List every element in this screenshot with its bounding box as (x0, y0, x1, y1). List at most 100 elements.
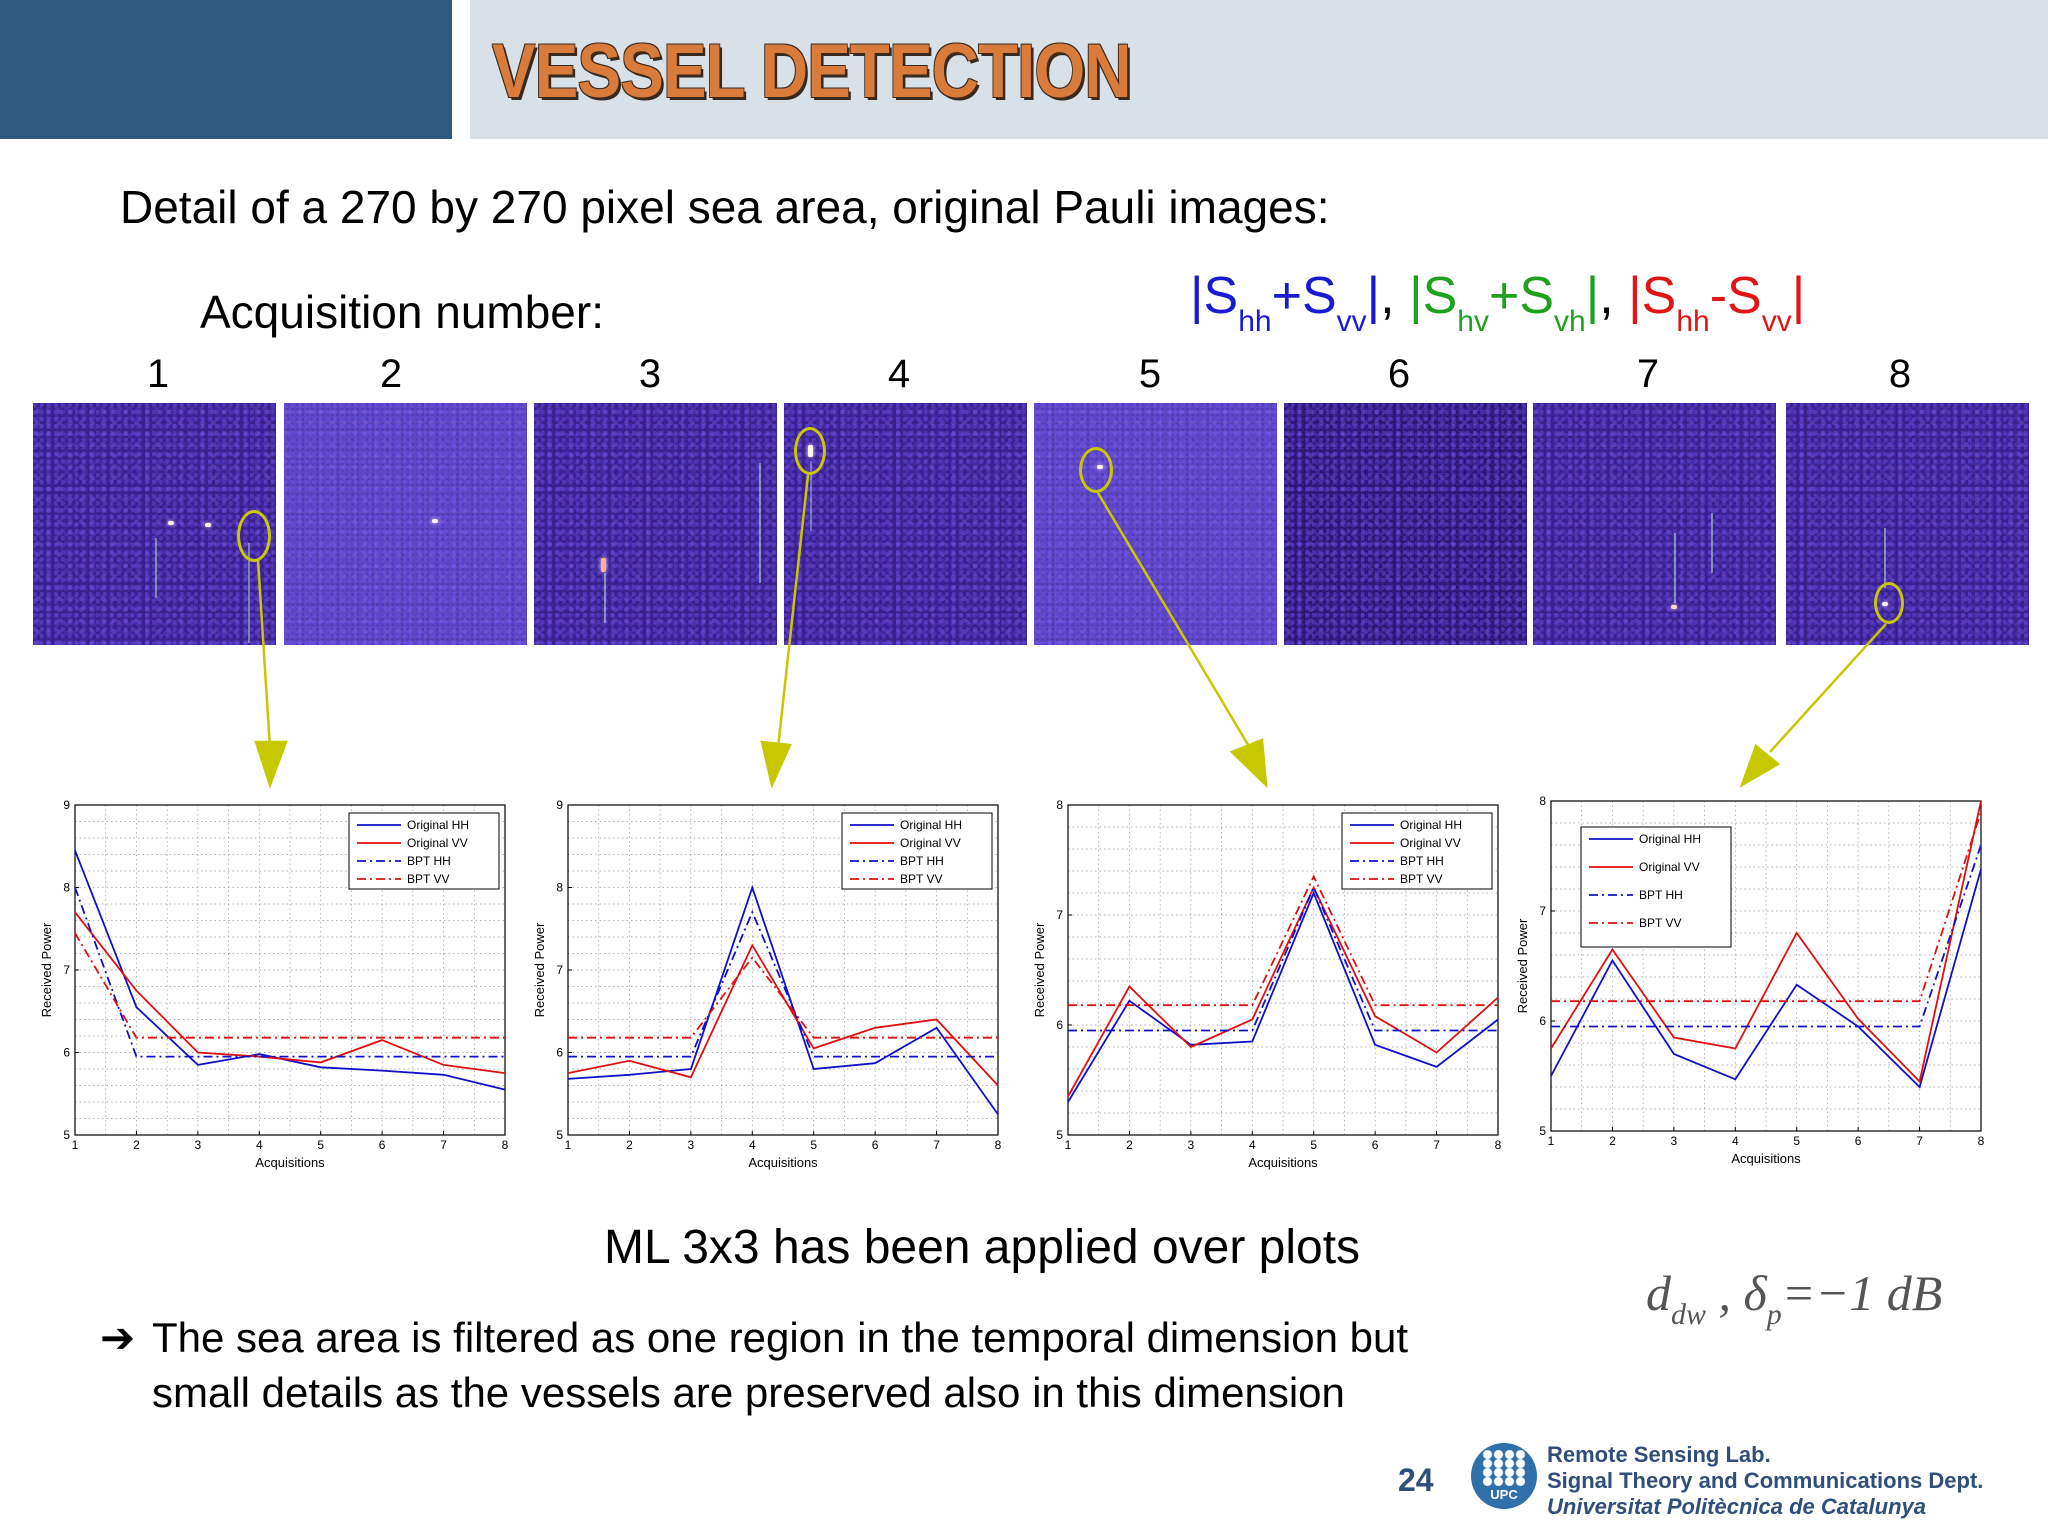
y-axis-label: Received Power (1515, 918, 1530, 1013)
upc-logo-icon: UPC (1471, 1443, 1537, 1509)
received-power-chart-2: 1 2 3 4 5 6 7 8 5 6 7 8 9 Acquisitions Received Power O… (532, 798, 1002, 1170)
x-tick-label: 6 (872, 1138, 879, 1152)
x-tick-label: 4 (749, 1138, 756, 1152)
series-line-bpt-vv (1068, 874, 1498, 1007)
y-tick-label: 6 (63, 1046, 70, 1060)
legend-entry: Original VV (1400, 836, 1461, 850)
y-tick-label: 7 (556, 963, 563, 977)
x-tick-label: 8 (1495, 1138, 1502, 1152)
legend-entry: BPT HH (1400, 854, 1444, 868)
y-axis-label: Received Power (1032, 922, 1047, 1017)
acquisition-number-4: 4 (887, 352, 911, 396)
vessel-marker-5 (1079, 447, 1113, 493)
x-tick-label: 2 (1126, 1138, 1133, 1152)
formula: ddw , δp=−1 dB (1646, 1265, 1943, 1331)
acquisition-number-2: 2 (379, 352, 403, 396)
x-tick-label: 3 (1671, 1134, 1678, 1148)
y-tick-label: 7 (63, 963, 70, 977)
acquisition-number-6: 6 (1387, 352, 1411, 396)
x-tick-label: 7 (1433, 1138, 1440, 1152)
y-tick-label: 7 (1056, 908, 1063, 922)
x-tick-label: 4 (256, 1138, 263, 1152)
plot-frame (1067, 804, 1499, 1136)
y-tick-label: 8 (1539, 794, 1546, 808)
x-tick-label: 8 (1978, 1134, 1985, 1148)
x-tick-label: 4 (1249, 1138, 1256, 1152)
x-tick-label: 4 (1732, 1134, 1739, 1148)
x-tick-label: 3 (1188, 1138, 1195, 1152)
legend-entry: Original VV (407, 836, 468, 850)
header-accent-block (0, 0, 452, 139)
page-number: 24 (1398, 1462, 1434, 1498)
x-tick-label: 7 (1916, 1134, 1923, 1148)
slide-subtitle: Detail of a 270 by 270 pixel sea area, o… (120, 181, 1330, 233)
acquisition-number-3: 3 (638, 352, 662, 396)
x-tick-label: 8 (995, 1138, 1002, 1152)
series-line-bpt-hh (1068, 885, 1498, 1032)
pauli-hh-plus-vv: |Shh+Svv| (1190, 267, 1381, 338)
x-tick-label: 7 (933, 1138, 940, 1152)
pauli-image-8 (1786, 403, 2029, 645)
series-line-bpt-vv (74, 932, 505, 1039)
received-power-chart-4: 1 2 3 4 5 6 7 8 5 6 7 8 Acquisitions Received Power Or… (1515, 794, 1985, 1166)
x-tick-label: 5 (317, 1138, 324, 1152)
acquisition-number-8: 8 (1888, 352, 1912, 396)
vessel-marker-4 (794, 427, 826, 475)
bullet-line-2: small details as the vessels are preserv… (152, 1369, 1345, 1416)
x-tick-label: 1 (1065, 1138, 1072, 1152)
series-line-bpt-hh (568, 909, 998, 1058)
x-tick-label: 3 (688, 1138, 695, 1152)
series-line-original-hh (1067, 890, 1499, 1103)
x-axis-label: Acquisitions (255, 1155, 325, 1170)
y-tick-label: 7 (1539, 904, 1546, 918)
legend-entry: Original HH (407, 818, 469, 832)
x-axis-label: Acquisitions (1248, 1155, 1318, 1170)
chart-legend: Original HH Original VV BPT HH BPT VV (1580, 826, 1732, 948)
vessel-marker-1 (237, 510, 271, 562)
legend-entry: Original VV (1639, 860, 1700, 874)
y-tick-label: 6 (1056, 1018, 1063, 1032)
x-tick-label: 1 (565, 1138, 572, 1152)
series-line-original-vv (74, 911, 506, 1074)
legend-entry: Original HH (1639, 832, 1701, 846)
department-name: Signal Theory and Communications Dept. (1547, 1468, 1984, 1493)
pauli-image-2 (284, 403, 527, 645)
bullet-arrow-icon: ➔ (100, 1314, 136, 1361)
pauli-legend: |Shh+Svv|, |Shv+Svh|, |Shh-Svv| (1190, 267, 1806, 338)
university-name: Universitat Politècnica de Catalunya (1547, 1494, 1927, 1519)
received-power-chart-1: 1 2 3 4 5 6 7 8 5 6 7 8 9 Acquisitions Received Power O… (39, 798, 509, 1170)
acquisition-number-label: Acquisition number: (200, 286, 604, 338)
y-axis-label: Received Power (532, 922, 547, 1017)
header-title-bar (470, 0, 2048, 139)
legend-entry: BPT VV (900, 872, 942, 886)
x-tick-label: 2 (1609, 1134, 1616, 1148)
y-tick-label: 8 (63, 881, 70, 895)
series-line-bpt-hh (1551, 844, 1982, 1028)
pauli-image-7 (1533, 403, 1776, 645)
acquisition-number-7: 7 (1636, 352, 1660, 396)
y-tick-label: 6 (1539, 1014, 1546, 1028)
y-tick-label: 5 (1539, 1124, 1546, 1138)
series-line-original-hh (1550, 868, 1982, 1089)
pauli-image-3 (534, 403, 777, 645)
x-tick-label: 5 (1310, 1138, 1317, 1152)
y-tick-label: 9 (63, 798, 70, 812)
x-axis-label: Acquisitions (1731, 1151, 1801, 1166)
y-tick-label: 8 (1056, 798, 1063, 812)
legend-entry: BPT HH (1639, 888, 1683, 902)
y-tick-label: 8 (556, 881, 563, 895)
vessel-marker-8 (1874, 582, 1904, 624)
series-line-original-vv (1550, 800, 1982, 1084)
series-line-original-hh (74, 850, 506, 1091)
chart-legend: Original HH Original VV BPT HH BPT VV (348, 812, 500, 890)
x-tick-label: 5 (810, 1138, 817, 1152)
x-tick-label: 2 (133, 1138, 140, 1152)
legend-entry: BPT HH (900, 854, 944, 868)
series-line-bpt-vv (1551, 811, 1982, 1003)
pauli-image-5 (1034, 403, 1277, 645)
x-tick-label: 7 (440, 1138, 447, 1152)
y-tick-label: 5 (556, 1128, 563, 1142)
chart-legend: Original HH Original VV BPT HH BPT VV (1341, 812, 1493, 890)
series-line-bpt-vv (568, 956, 998, 1039)
legend-entry: BPT VV (1639, 916, 1681, 930)
